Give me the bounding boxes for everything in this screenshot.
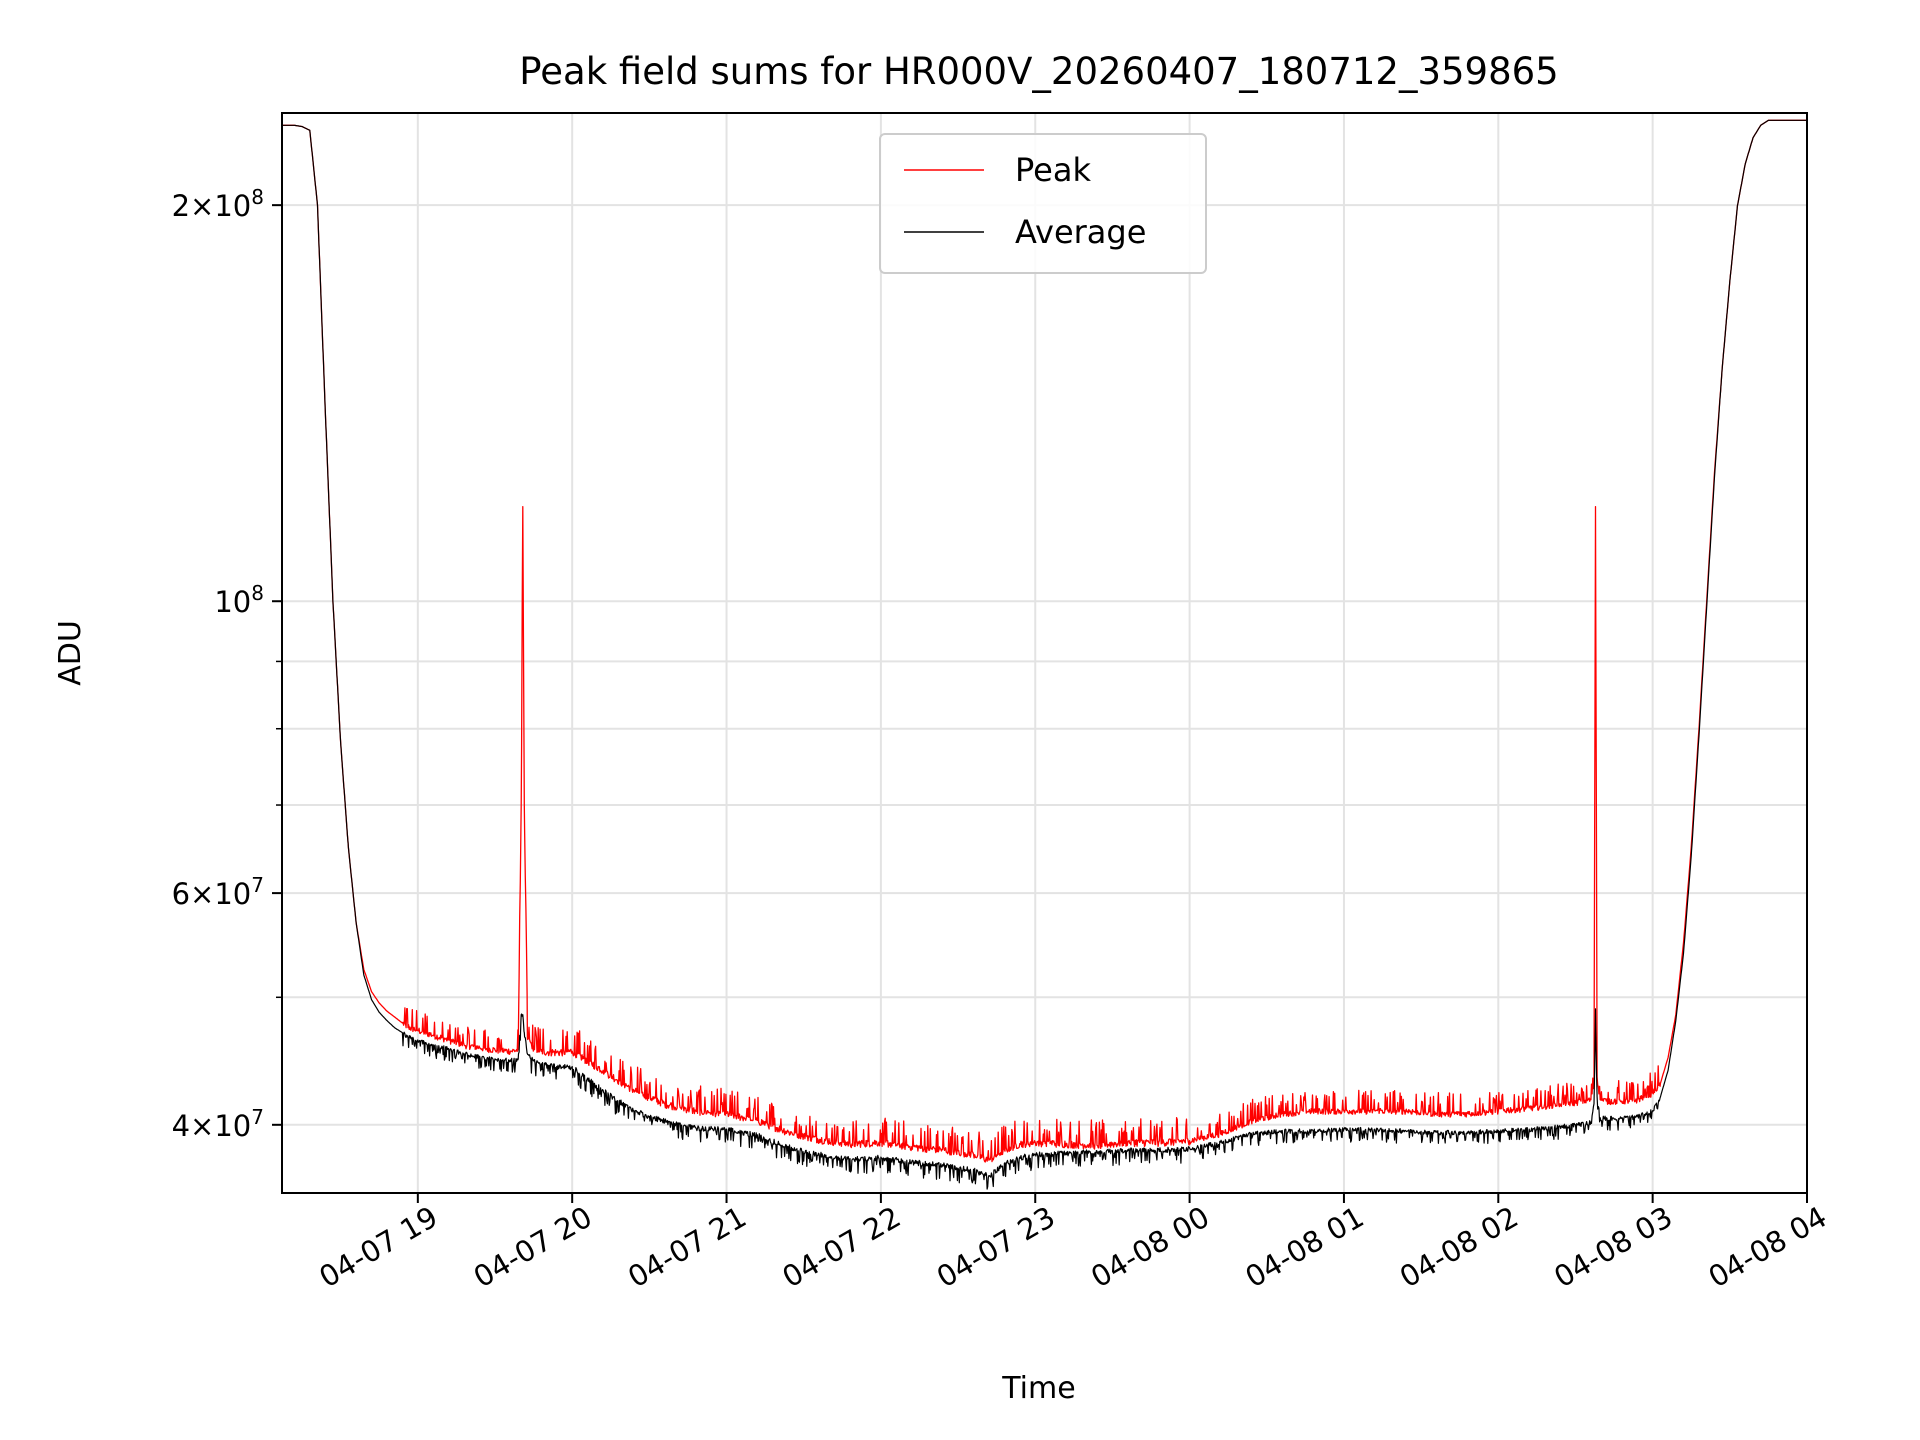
y-tick-mantissa: 6 — [172, 877, 190, 911]
y-tick-exponent: 7 — [251, 873, 264, 897]
y-tick-exponent: 8 — [251, 185, 264, 209]
legend: Peak Average — [879, 133, 1207, 274]
legend-box — [879, 133, 1207, 274]
x-axis-label: Time — [1001, 1371, 1075, 1406]
plot-frame — [281, 112, 1808, 1194]
y-tick-mantissa: 4 — [172, 1109, 190, 1143]
legend-label: Peak — [1015, 151, 1091, 189]
series-line-average — [282, 119, 1807, 1190]
series-line-peak — [282, 119, 1807, 1163]
y-axis-label: ADU — [53, 620, 88, 686]
y-tick-label: 108 — [214, 581, 264, 619]
y-tick-exponent: 8 — [251, 581, 264, 605]
legend-label: Average — [1015, 213, 1146, 251]
y-axis-ticks: 4×107 6×107 108 2×108 — [172, 185, 282, 1143]
chart-title: Peak field sums for HR000V_20260407_1807… — [519, 50, 1558, 93]
y-tick-exponent: 7 — [251, 1105, 264, 1129]
plot-series — [282, 119, 1807, 1190]
y-tick-label: 6×107 — [172, 873, 264, 911]
y-tick-label: 2×108 — [172, 185, 264, 223]
y-tick-label: 4×107 — [172, 1105, 264, 1143]
y-tick-mantissa: 2 — [172, 189, 190, 223]
